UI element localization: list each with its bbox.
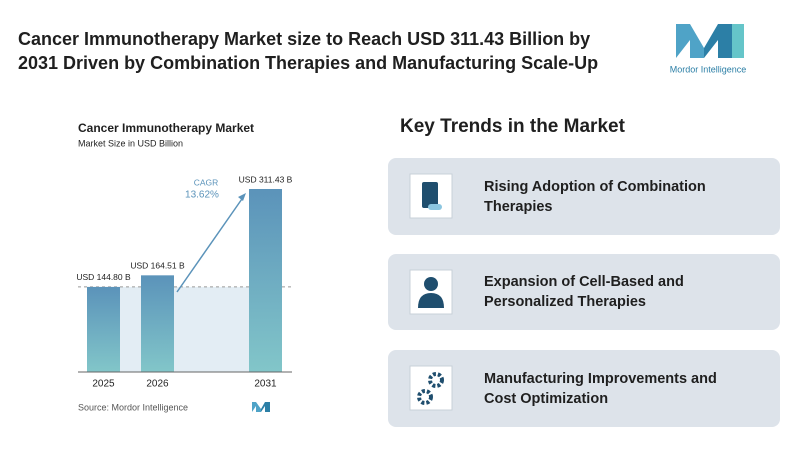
bar [249, 189, 282, 372]
annotation: CAGR [194, 177, 219, 187]
x-tick-label: 2031 [254, 379, 277, 390]
x-tick-label: 2025 [92, 379, 115, 390]
annotation: 13.62% [185, 190, 219, 201]
header-title: Cancer Immunotherapy Market size to Reac… [18, 29, 590, 49]
baseline-area [120, 286, 249, 372]
header-title: 2031 Driven by Combination Therapies and… [18, 53, 598, 73]
arrow-head [238, 193, 246, 201]
growth-arrow [176, 195, 245, 293]
bar [141, 275, 174, 372]
plot: USD 144.80 B 2025 USD 164.51 B 2026 USD 311.… [76, 174, 292, 389]
chart-subtitle: Market Size in USD Billion [78, 138, 183, 148]
trends-title: Key Trends in the Market [400, 116, 626, 137]
trend-text: Personalized Therapies [484, 294, 646, 310]
value-label: USD 144.80 B [76, 272, 131, 282]
x-tick-label: 2026 [146, 379, 169, 390]
small-logo [252, 402, 270, 412]
value-label: USD 164.51 B [130, 261, 185, 271]
trend-text: Rising Adoption of Combination [484, 179, 706, 195]
trend-card: Rising Adoption of Combination Therapies [388, 158, 780, 235]
source: Source: Mordor Intelligence [78, 402, 188, 412]
logo-text: Mordor Intelligence [670, 64, 747, 74]
trend-text: Expansion of Cell-Based and [484, 274, 684, 290]
trend-card: Expansion of Cell-Based and Personalized… [388, 254, 780, 330]
chart-title: Cancer Immunotherapy Market [78, 121, 254, 135]
trend-card: Manufacturing Improvements and Cost Opti… [388, 350, 780, 427]
logo [676, 24, 744, 58]
value-label: USD 311.43 B [239, 174, 293, 184]
trend-text: Cost Optimization [484, 391, 608, 407]
bar [87, 286, 120, 372]
trend-text: Therapies [484, 199, 553, 215]
trend-text: Manufacturing Improvements and [484, 371, 717, 387]
